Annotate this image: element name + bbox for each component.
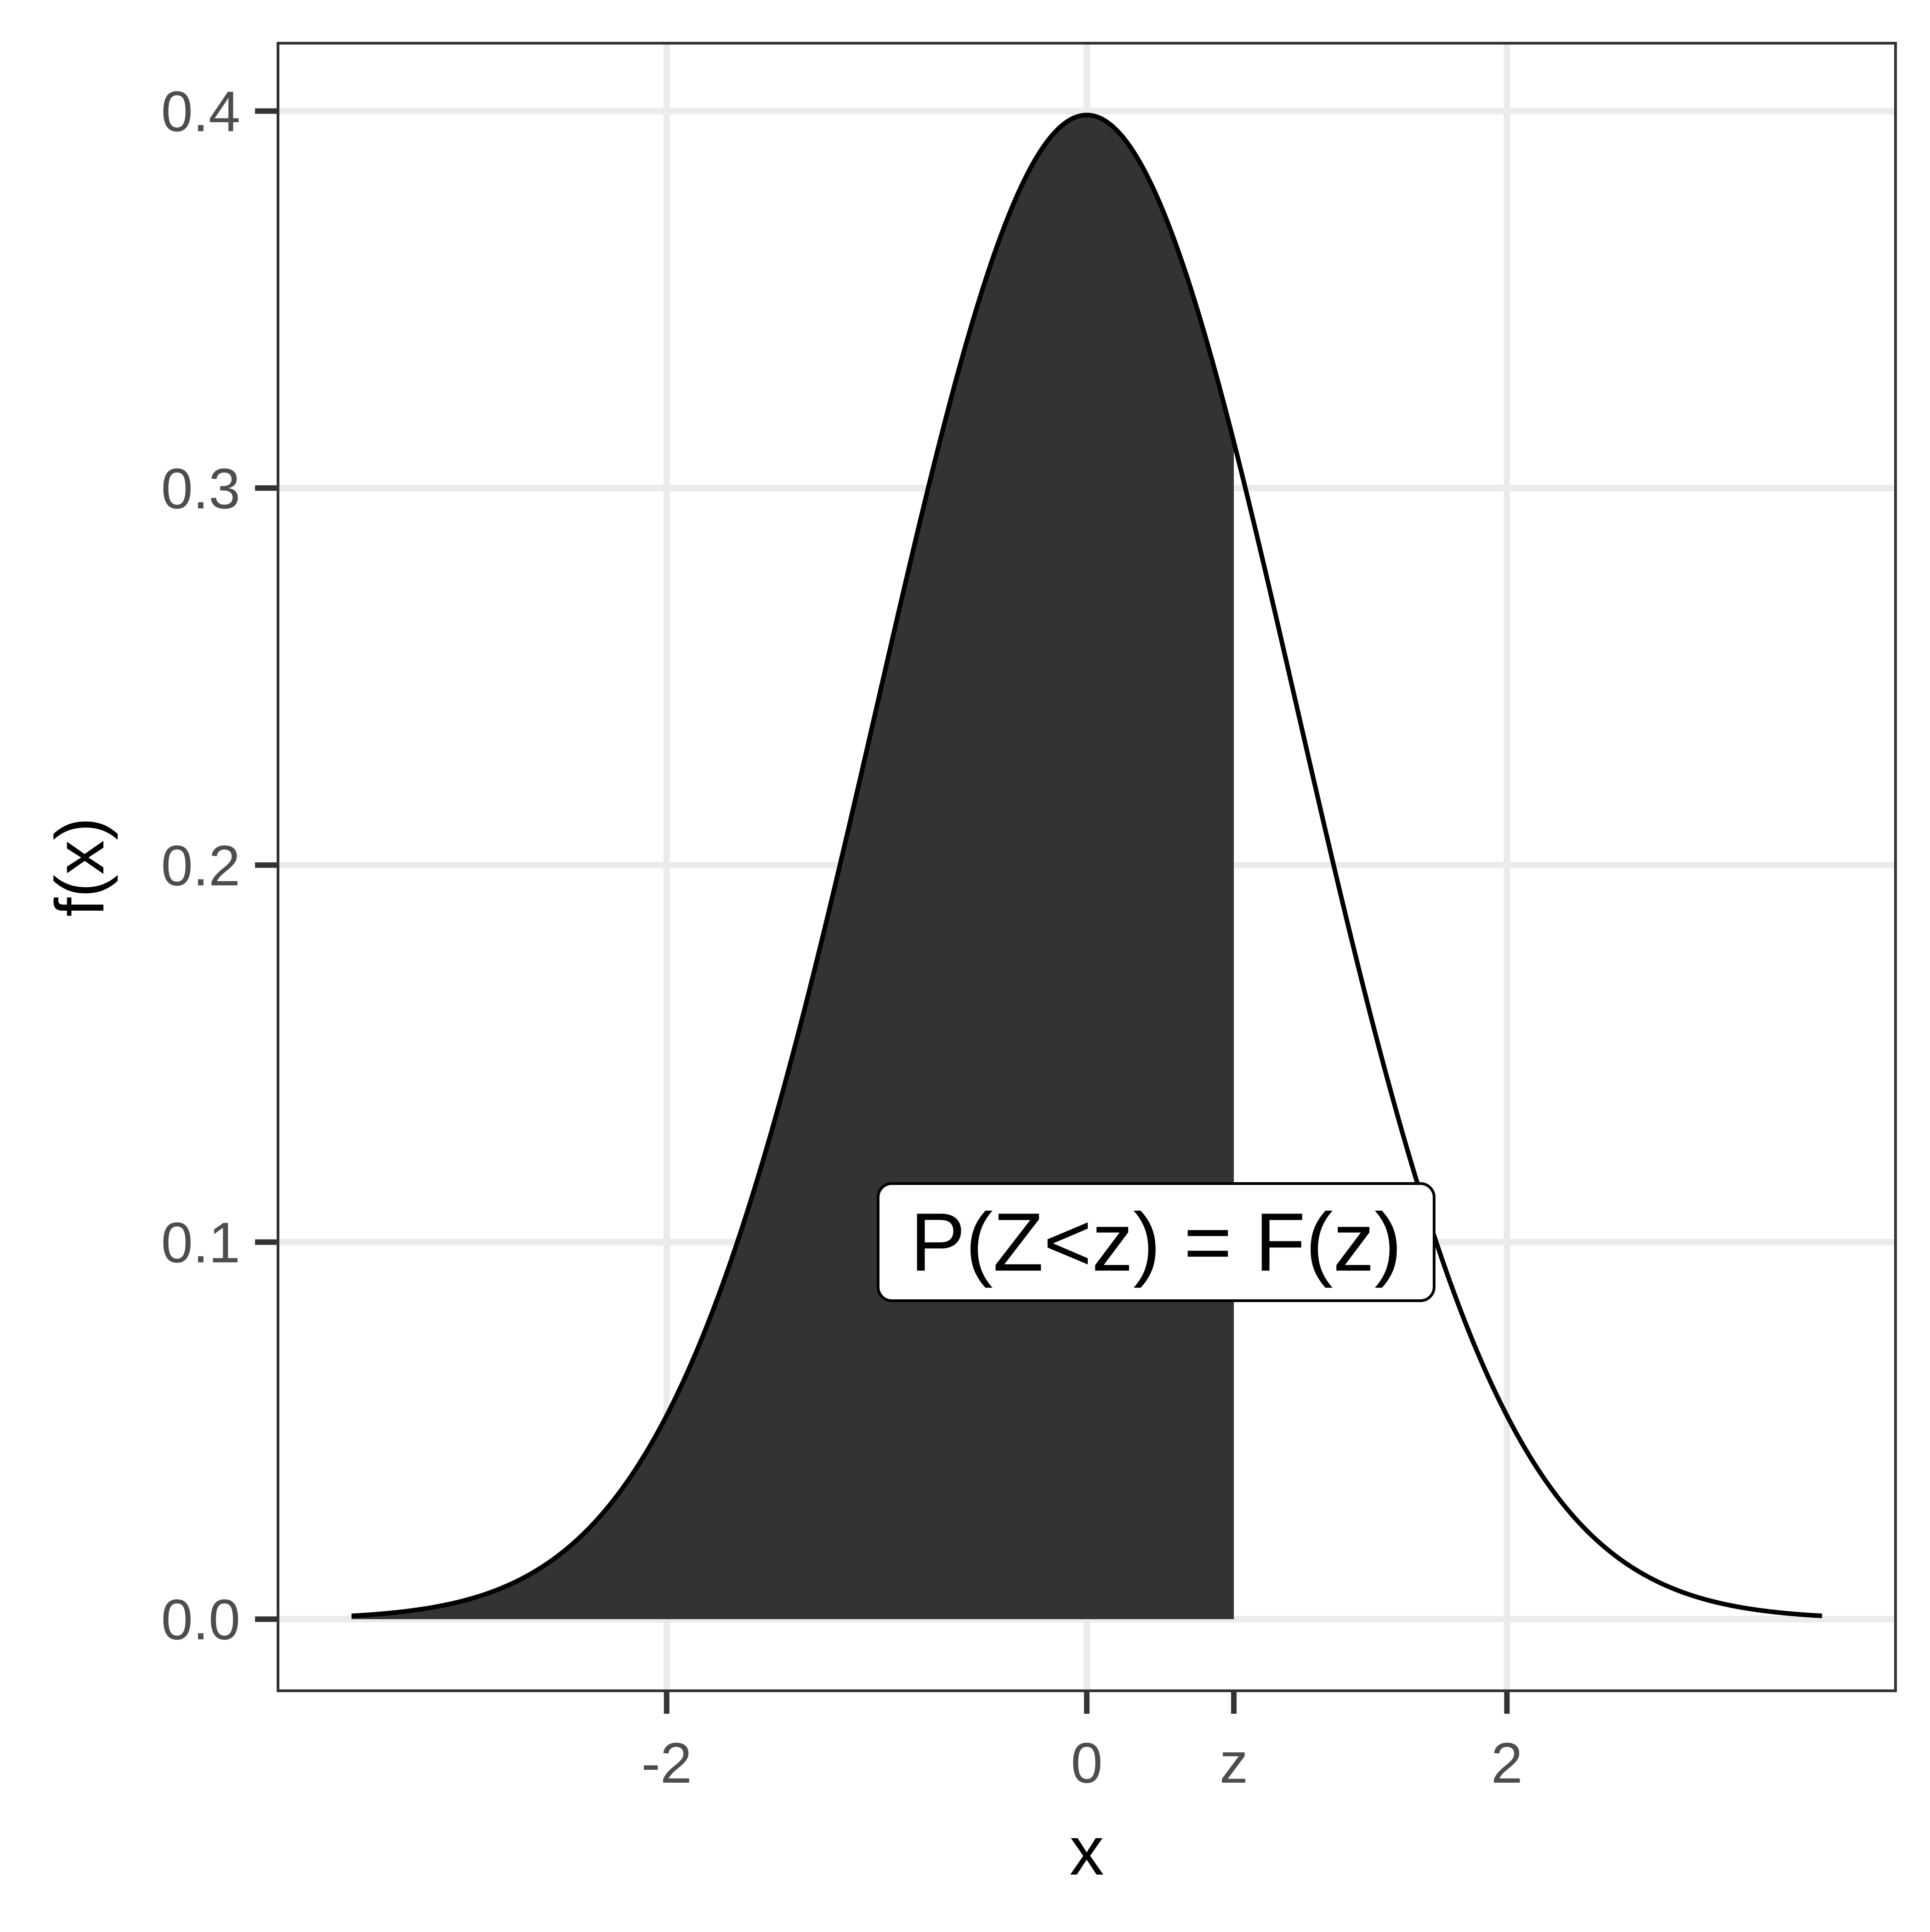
x-tick-label: -2 (641, 1732, 692, 1795)
y-tick-label: 0.4 (161, 80, 240, 144)
annotation-layer: P(Z<z) = F(z) (876, 1182, 1436, 1302)
x-axis-title: x (1070, 1812, 1104, 1889)
annotation-label: P(Z<z) = F(z) (910, 1196, 1402, 1288)
y-tick-label: 0.0 (161, 1588, 240, 1652)
y-tick-label: 0.2 (161, 834, 240, 898)
x-tick-label: z (1220, 1732, 1248, 1795)
curve-layer (351, 113, 1822, 1618)
axis-layer: 0.0 0.1 0.2 0.3 0.4 -2 0 z 2 (161, 80, 1523, 1795)
y-axis-title: f(x) (41, 817, 118, 917)
density-curve (351, 113, 1822, 1618)
x-tick-label: 2 (1491, 1732, 1523, 1795)
annotation-box (876, 1182, 1436, 1302)
x-tick-label: 0 (1071, 1732, 1103, 1795)
y-tick-label: 0.1 (161, 1211, 240, 1275)
y-tick-label: 0.3 (161, 457, 240, 521)
